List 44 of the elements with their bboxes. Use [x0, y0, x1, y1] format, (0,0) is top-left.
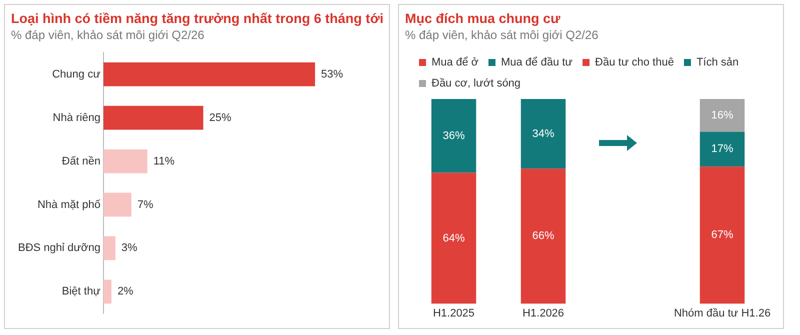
- bar: [431, 172, 476, 304]
- bar: [700, 99, 745, 132]
- y-tick-label: Biệt thự: [62, 286, 102, 298]
- bar: [431, 99, 476, 173]
- chart-subtitle: % đáp viên, khảo sát môi giới Q2/26: [11, 28, 206, 43]
- data-label: 67%: [711, 229, 734, 242]
- data-label: 34%: [532, 128, 554, 140]
- chart-title: Loại hình có tiềm năng tăng trưởng nhất trong 6 tháng tới: [11, 10, 384, 28]
- data-label: 11%: [153, 155, 175, 168]
- legend-label: Mua để ở: [432, 56, 478, 69]
- legend-label: Tích sản: [696, 56, 739, 69]
- bar: [103, 192, 132, 217]
- data-label: 16%: [711, 109, 734, 122]
- x-tick-label: Nhóm đầu tư H1.26: [674, 307, 771, 320]
- y-tick-label: BĐS nghỉ dưỡng: [18, 242, 100, 254]
- legend-label: Đầu cơ, lướt sóng: [432, 78, 521, 90]
- bar: [700, 132, 745, 167]
- y-tick-label: Nhà mặt phố: [37, 198, 100, 211]
- y-tick-label: Nhà riêng: [52, 112, 100, 124]
- x-tick-label: H1.2026: [522, 307, 564, 320]
- bar: [520, 99, 566, 169]
- data-label: 66%: [532, 230, 554, 242]
- legend-label: Mua để đầu tư: [500, 56, 574, 69]
- data-label: 64%: [442, 232, 465, 244]
- y-tick-label: Chung cư: [52, 68, 102, 80]
- y-tick-label: Đất nền: [62, 155, 100, 168]
- bar: [520, 168, 566, 304]
- data-label: 7%: [137, 198, 154, 211]
- bar: [103, 62, 316, 86]
- x-tick-label: H1.2025: [432, 307, 475, 320]
- bar: [103, 280, 112, 304]
- data-label: 3%: [121, 242, 138, 254]
- chart-subtitle: % đáp viên, khảo sát môi giới Q2/26: [405, 28, 600, 43]
- bar: [103, 149, 148, 174]
- data-label: 25%: [209, 112, 232, 124]
- data-label: 36%: [442, 130, 465, 142]
- legend-label: Đầu tư cho thuê: [595, 56, 674, 69]
- bar: [103, 106, 204, 130]
- data-label: 53%: [321, 68, 344, 80]
- bar: [700, 166, 745, 304]
- chart-title: Mục đích mua chung cư: [405, 10, 562, 28]
- data-label: 2%: [117, 286, 134, 298]
- data-label: 17%: [711, 143, 734, 156]
- bar: [103, 236, 116, 260]
